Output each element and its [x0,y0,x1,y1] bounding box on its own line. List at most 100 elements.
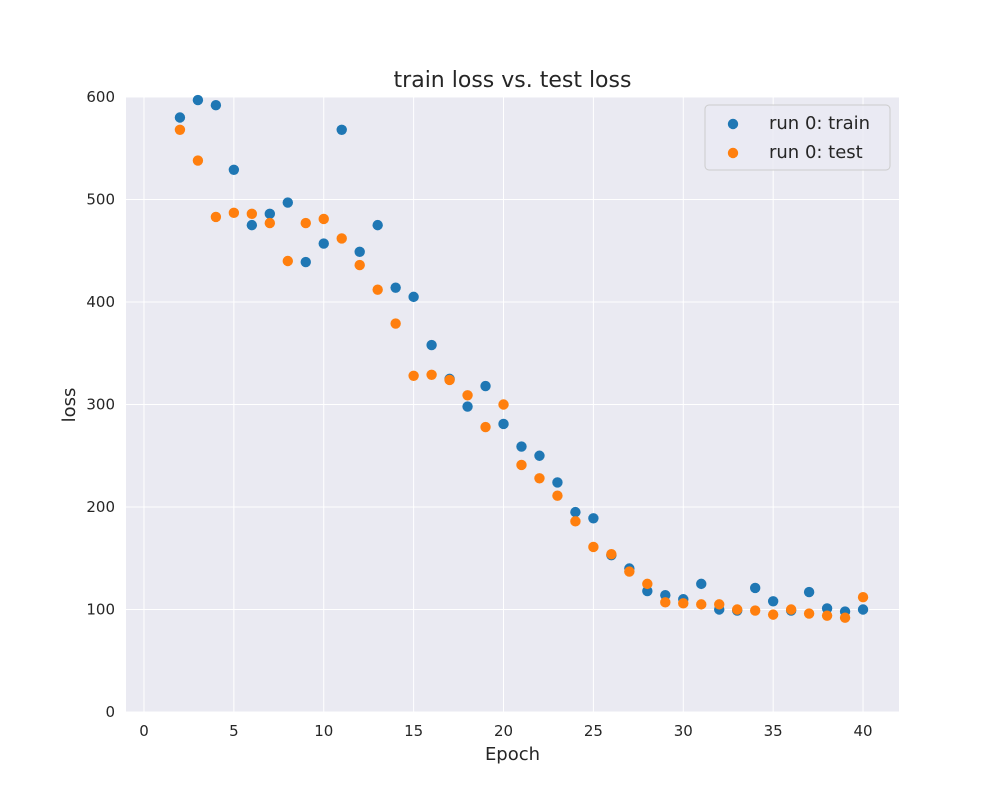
x-tick-label: 20 [494,722,513,740]
train-point [516,441,527,452]
y-tick-label: 100 [86,601,115,619]
train-point [426,339,437,351]
train-point [588,513,599,524]
test-point [624,566,635,577]
y-tick-label: 200 [86,498,115,516]
test-point [426,369,437,380]
train-point [354,246,365,257]
y-tick-label: 500 [86,191,115,209]
test-point [372,284,383,295]
test-point [678,598,689,609]
test-point [480,421,491,433]
train-point [767,596,779,607]
grid-lines [126,96,899,713]
test-point [282,255,293,267]
test-point [570,516,581,527]
train-point [264,208,276,220]
test-point [516,459,527,471]
test-point [228,207,240,219]
x-tick-label: 40 [853,722,872,740]
train-point [228,164,240,175]
test-point [174,124,186,135]
x-tick-label: 5 [229,722,239,740]
test-point [714,599,725,610]
train-point [803,586,815,598]
test-point [696,599,707,610]
test-point [534,473,545,484]
data-points [174,94,869,623]
legend-marker-train [727,118,739,130]
test-point [192,155,204,166]
train-point [336,124,347,135]
test-point [839,612,851,623]
test-point [606,548,617,560]
test-point [552,490,563,501]
train-point [642,585,653,597]
legend: run 0: train run 0: test [704,104,891,171]
legend-box [704,104,891,171]
test-point [390,318,401,329]
train-point [570,506,581,518]
test-point [408,370,419,381]
x-tick-label: 10 [314,722,333,740]
legend-label-test: run 0: test [769,142,863,163]
test-point [210,211,222,223]
test-point [444,374,455,386]
train-point [300,256,311,268]
train-point [408,291,419,303]
test-point [767,609,779,620]
test-point [857,592,869,603]
train-point [210,100,222,111]
x-tick-label: 25 [584,722,603,740]
train-point [318,238,329,249]
test-point [462,390,473,401]
train-point [192,94,204,106]
x-tick-label: 30 [674,722,693,740]
test-point [354,259,365,271]
test-point [264,217,276,229]
y-tick-label: 300 [86,396,115,414]
legend-label-train: run 0: train [769,113,870,134]
train-point [462,401,473,412]
train-point [534,450,545,461]
test-point [336,233,347,244]
train-point [857,604,869,615]
x-tick-label: 35 [764,722,783,740]
x-axis-label: Epoch [485,744,540,765]
y-tick-label: 400 [86,293,115,311]
train-point [390,282,401,293]
train-point [282,197,293,208]
test-point [318,213,329,225]
test-point [785,604,797,615]
x-tick-label: 15 [404,722,423,740]
train-point [749,582,761,594]
train-point [372,219,383,231]
train-point [821,603,833,614]
train-point [246,219,258,231]
train-point [660,589,671,601]
test-point [803,608,815,619]
train-point [480,380,491,392]
test-point [300,217,311,229]
test-point [821,610,833,621]
test-point [246,208,258,220]
y-tick-label: 600 [86,88,115,106]
test-point [732,604,743,615]
y-axis-label: loss [59,388,80,423]
series-test [174,124,869,623]
test-point [642,578,653,590]
test-point [588,541,599,553]
train-point [696,578,707,590]
test-point [498,399,509,410]
test-point [660,597,671,608]
train-point [498,418,509,430]
legend-marker-test [727,147,739,159]
test-point [749,605,761,616]
chart-title: train loss vs. test loss [394,68,632,93]
train-point [174,112,186,123]
x-tick-label: 0 [139,722,149,740]
train-point [552,477,563,488]
